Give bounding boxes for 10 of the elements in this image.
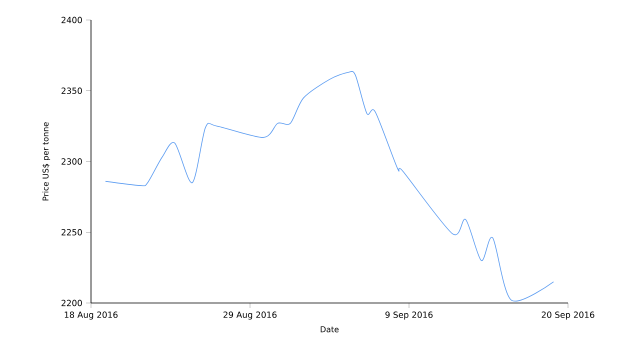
line-series xyxy=(105,71,554,302)
y-tick-label: 2350 xyxy=(62,88,82,94)
y-tick-label: 2200 xyxy=(62,300,82,306)
y-tick-label: 2400 xyxy=(62,16,82,24)
x-tick-label: 18 Aug 2016 xyxy=(64,312,118,320)
x-tick-label: 9 Sep 2016 xyxy=(385,312,433,320)
y-tick-label: 2300 xyxy=(62,158,82,165)
x-tick-label: 29 Aug 2016 xyxy=(224,312,277,320)
x-tick-label: 20 Sep 2016 xyxy=(542,312,594,320)
y-tick-label: 2250 xyxy=(62,229,82,236)
